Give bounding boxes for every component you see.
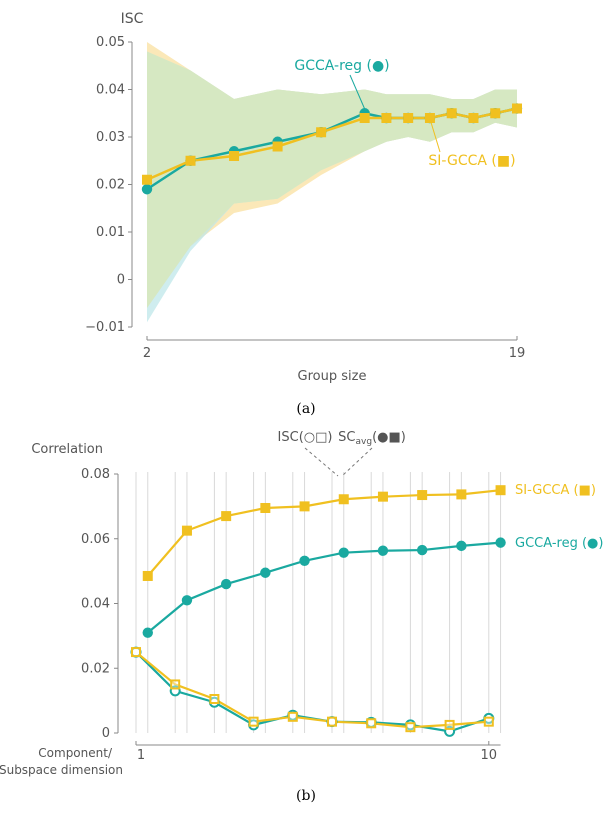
data-point-circle bbox=[141, 184, 153, 195]
data-point-square-filled bbox=[338, 494, 349, 505]
x-tick-label: 10 bbox=[481, 748, 498, 763]
data-point-square bbox=[468, 113, 479, 123]
data-point-square-open bbox=[248, 716, 259, 727]
y-tick-label: 0.04 bbox=[96, 83, 125, 98]
panel-label-b: (b) bbox=[296, 788, 316, 804]
data-point-square bbox=[185, 155, 196, 166]
data-point-circle-filled bbox=[495, 537, 506, 548]
data-point-square bbox=[381, 113, 392, 123]
data-point-circle-filled bbox=[377, 545, 389, 556]
data-point-square-filled bbox=[142, 570, 153, 581]
annotation-gcca-reg: GCCA-reg (●) bbox=[294, 58, 389, 74]
y-tick-label: 0.02 bbox=[81, 661, 110, 676]
data-point-square bbox=[272, 141, 283, 152]
annotation-si-gcca: SI-GCCA (■) bbox=[428, 153, 515, 169]
data-point-square-filled bbox=[260, 502, 271, 513]
data-point-square-open bbox=[287, 711, 298, 722]
data-point-circle-filled bbox=[416, 544, 428, 556]
y-tick-label: 0.08 bbox=[81, 467, 110, 482]
data-point-square bbox=[359, 113, 370, 123]
confidence-bands bbox=[147, 42, 517, 323]
legend-sc-avg: SCavg(●■) bbox=[338, 430, 406, 447]
y-tick-label: 0.05 bbox=[96, 35, 125, 50]
chart-panel-b: 0 0.02 0.04 0.06 0.08 1 10 Correlation Compone… bbox=[0, 430, 603, 804]
data-point-square bbox=[142, 174, 152, 185]
band-overlap bbox=[147, 51, 517, 308]
data-point-square-filled bbox=[377, 491, 388, 502]
y-tick-label: 0.06 bbox=[81, 532, 110, 547]
series-label-gcca-reg: GCCA-reg (●) bbox=[515, 536, 603, 551]
x-axis-label-line2: Subspace dimension bbox=[0, 763, 123, 777]
data-point-circle-filled bbox=[181, 595, 193, 606]
vertical-gridlines bbox=[135, 472, 502, 733]
data-point-circle-filled bbox=[338, 547, 349, 558]
y-tick-label: 0.04 bbox=[81, 597, 110, 612]
x-axis-label-line1: Component/ bbox=[38, 746, 113, 760]
axes: 0 0.02 0.04 0.06 0.08 1 10 bbox=[81, 467, 501, 763]
data-point-square-filled bbox=[456, 489, 467, 500]
y-tick-label: 0.03 bbox=[96, 130, 125, 145]
data-point-square-open bbox=[483, 716, 494, 727]
x-axis-label: Group size bbox=[298, 369, 367, 384]
series-label-si-gcca: SI-GCCA (■) bbox=[515, 483, 596, 498]
data-point-square bbox=[424, 113, 435, 123]
y-axis-label: Correlation bbox=[31, 442, 103, 457]
data-point-square bbox=[446, 108, 457, 119]
data-point-square-open bbox=[405, 722, 416, 733]
y-tick-label: 0.01 bbox=[96, 225, 125, 240]
y-axis-label: ISC bbox=[121, 11, 144, 27]
legend-leader-isc bbox=[304, 447, 339, 477]
data-point-square-filled bbox=[417, 490, 428, 501]
data-point-square-filled bbox=[181, 525, 192, 536]
series-line-circle-filled bbox=[147, 541, 501, 634]
x-tick-label: 2 bbox=[143, 346, 151, 361]
data-point-circle-filled bbox=[142, 627, 153, 638]
data-point-circle-filled bbox=[220, 578, 232, 590]
y-tick-label: 0 bbox=[102, 726, 110, 741]
data-point-square-open bbox=[444, 719, 455, 730]
data-point-circle-filled bbox=[299, 555, 310, 566]
series-line-square-open bbox=[135, 651, 489, 729]
y-tick-label: −0.01 bbox=[85, 320, 125, 335]
data-point-circle-filled bbox=[456, 540, 467, 552]
x-tick-label: 1 bbox=[137, 748, 145, 763]
axes: −0.01 0 0.01 0.02 0.03 0.04 0.05 2 19 bbox=[85, 35, 525, 361]
data-point-square-filled bbox=[299, 501, 310, 512]
data-point-square-open bbox=[170, 679, 181, 690]
x-tick-label: 19 bbox=[509, 346, 526, 361]
data-point-square-open bbox=[327, 716, 337, 727]
annotation-leader-gcca-reg bbox=[349, 74, 367, 113]
data-point-square bbox=[229, 151, 240, 161]
data-point-square-open bbox=[366, 718, 377, 729]
data-point-square bbox=[316, 127, 327, 138]
data-point-square-open bbox=[209, 694, 220, 705]
legend-leader-sc bbox=[341, 447, 373, 477]
data-point-square bbox=[512, 103, 522, 114]
chart-panel-a: −0.01 0 0.01 0.02 0.03 0.04 0.05 2 19 ISC Group … bbox=[85, 11, 525, 417]
series-line-square-filled bbox=[146, 489, 501, 577]
data-point-square bbox=[490, 108, 501, 119]
y-tick-label: 0.02 bbox=[96, 178, 125, 193]
data-point-circle-filled bbox=[260, 567, 271, 578]
annotation-leader-si-gcca bbox=[429, 118, 441, 153]
series-markers bbox=[130, 485, 506, 737]
data-point-square-open bbox=[131, 647, 141, 658]
data-point-square bbox=[403, 113, 414, 123]
data-point-square-filled bbox=[221, 511, 232, 522]
legend-isc: ISC(○□) bbox=[278, 430, 333, 445]
panel-label-a: (a) bbox=[296, 401, 315, 417]
data-point-square-filled bbox=[495, 485, 506, 496]
series-markers bbox=[141, 103, 523, 195]
series-lines bbox=[135, 489, 501, 733]
y-tick-label: 0 bbox=[117, 273, 125, 288]
